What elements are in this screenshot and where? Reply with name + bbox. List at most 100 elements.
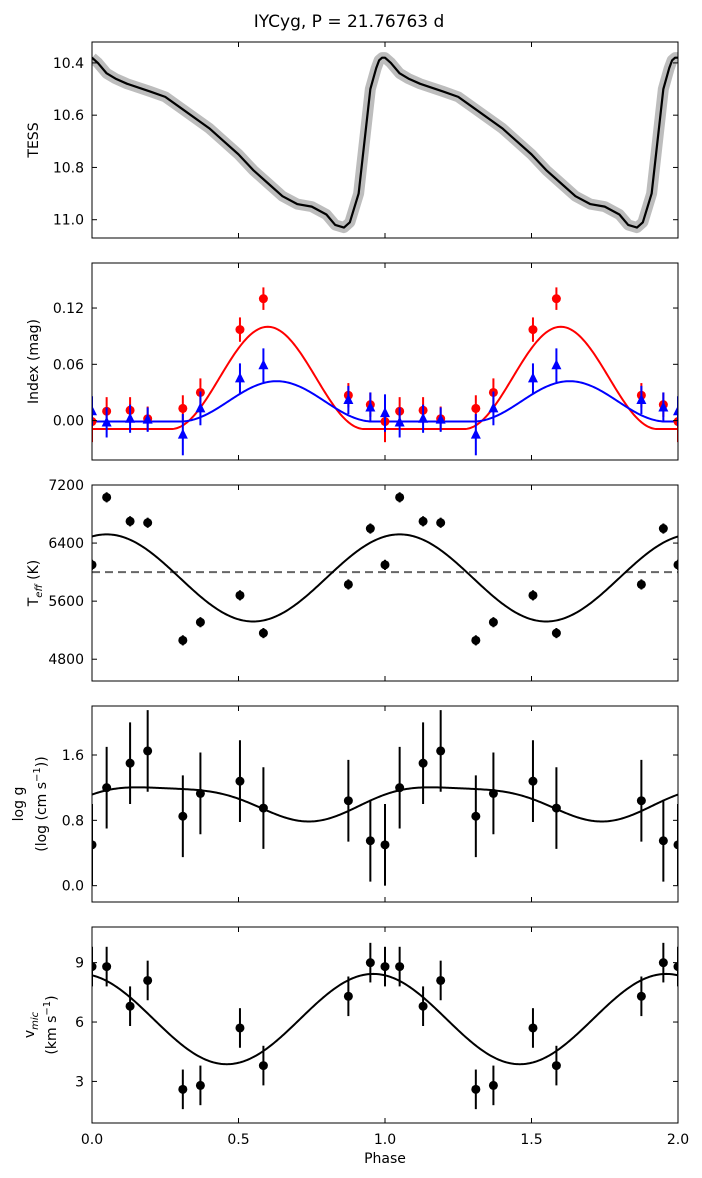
y-axis-label: TESS [26,122,42,158]
data-point [343,991,353,1001]
data-point [102,492,112,502]
data-point [471,635,481,645]
y-tick-label: 1.6 [62,748,84,764]
data-point [380,840,390,850]
y-axis-label: log g [11,787,27,822]
data-point [365,524,375,534]
x-tick-label: 1.5 [520,1132,542,1148]
y-tick-label: 7200 [48,478,84,494]
panel-4: 0.0 0.8 1.6 log g (log (cm s−1)) [11,705,679,903]
data-point [195,788,205,798]
data-point [436,975,446,985]
data-point [343,796,353,806]
data-point [395,492,405,502]
data-point [418,1001,428,1011]
plot-area-2 [92,287,678,456]
panel-2: 0.00 0.06 0.12 Index (mag) [26,262,679,461]
logg-fit-line [92,786,678,823]
data-point [471,1084,481,1094]
data-point [102,962,112,972]
data-point [125,412,136,423]
panel-1: 10.4 10.6 10.8 11.0 TESS [26,41,679,239]
tess-scatter-band [92,52,678,234]
data-point [551,803,561,813]
data-point [528,776,538,786]
data-point [365,958,375,968]
y-tick-label: 10.6 [53,108,84,124]
data-point [551,1061,561,1071]
plot-area-4 [92,710,678,886]
data-point [235,590,245,600]
y-tick-label: 10.8 [53,160,84,176]
data-point [92,962,97,972]
data-point [258,628,268,638]
data-point [258,359,269,370]
data-point [143,518,153,528]
data-point [658,958,668,968]
data-point [551,294,561,304]
y-tick-label: 4800 [48,652,84,668]
data-point [343,393,354,404]
data-point [195,1080,205,1090]
data-point [235,325,245,335]
data-point [178,811,188,821]
plot-area-1 [92,52,678,234]
panel-3: 4800 5600 6400 7200 Teff (K) [26,478,679,682]
data-point [102,783,112,793]
data-point [92,405,97,416]
y-tick-label: 9 [75,956,84,972]
teff-fit-line [92,533,678,623]
figure-title: IYCyg, P = 21.76763 d [254,12,445,32]
data-point [673,417,678,427]
data-point [125,1001,135,1011]
data-point [418,758,428,768]
y-tick-label: 5600 [48,594,84,610]
data-point [435,413,446,424]
x-tick-label: 0.5 [227,1132,249,1148]
data-point [195,617,205,627]
data-point [673,840,678,850]
y-tick-label: 0.12 [53,301,84,317]
x-tick-label: 2.0 [667,1132,689,1148]
y-tick-label: 0.0 [62,879,84,895]
data-point [101,416,112,427]
data-point [125,758,135,768]
data-point [488,788,498,798]
data-point [636,579,646,589]
y-tick-label: 0.00 [53,414,84,430]
y-tick-label: 0.06 [53,357,84,373]
data-point [395,962,405,972]
data-point [488,1080,498,1090]
data-point [380,962,390,972]
data-point [488,617,498,627]
data-point [195,402,206,413]
y-axis-label-units: (log (cm s−1)) [32,756,50,851]
data-point [658,401,669,412]
data-point [258,1061,268,1071]
data-point [394,416,405,427]
y-tick-label: 3 [75,1074,84,1090]
data-point [471,811,481,821]
plot-area-3 [92,492,678,646]
data-point [258,294,268,304]
data-point [418,516,428,526]
data-point [636,796,646,806]
data-point [673,560,678,570]
y-axis-label: Index (mag) [26,319,42,404]
data-point [551,359,562,370]
data-point [551,628,561,638]
data-point [92,840,97,850]
data-point [436,746,446,756]
data-point [380,560,390,570]
data-point [92,417,97,427]
data-point [125,516,135,526]
data-point [658,836,668,846]
data-point [178,635,188,645]
panel-5: 0.0 0.5 1.0 1.5 2.0 3 6 9 vmic (km s−1) [22,926,689,1148]
data-point [488,402,499,413]
x-tick-label: 0.0 [81,1132,103,1148]
data-point [528,590,538,600]
x-axis-label: Phase [364,1151,406,1167]
data-point [436,518,446,528]
data-point [92,560,97,570]
